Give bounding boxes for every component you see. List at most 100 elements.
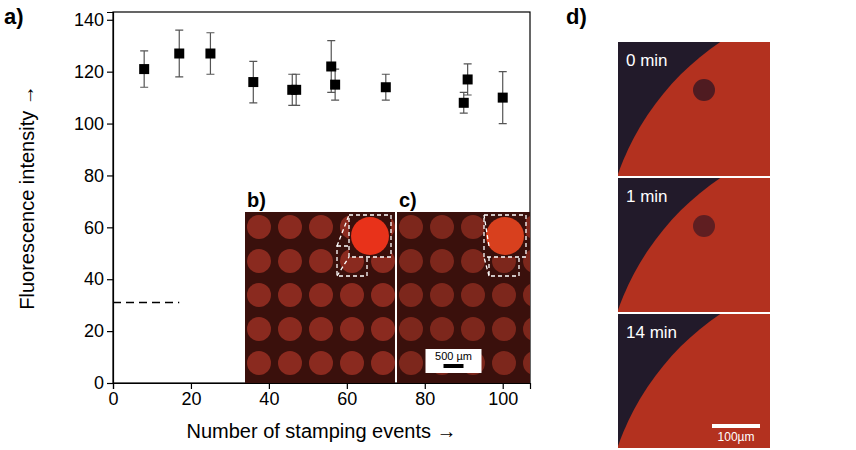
data-point bbox=[498, 93, 508, 103]
tick-label: 100 bbox=[74, 114, 104, 134]
tick-label: 40 bbox=[259, 389, 279, 409]
error-bar bbox=[206, 33, 214, 75]
tick-label: 0 bbox=[108, 389, 118, 409]
spot bbox=[399, 283, 423, 307]
spot bbox=[461, 215, 485, 239]
spot bbox=[523, 351, 530, 375]
droplet bbox=[618, 42, 770, 176]
tick-label: 100 bbox=[488, 389, 518, 409]
spot bbox=[247, 249, 271, 273]
error-bar bbox=[249, 61, 257, 103]
bleach-spot bbox=[693, 215, 715, 237]
spot bbox=[309, 317, 333, 341]
tick-label: 20 bbox=[181, 389, 201, 409]
tick: 40 bbox=[259, 383, 279, 409]
y-axis-title: Fluorescence intensity → bbox=[16, 85, 38, 310]
error-bar bbox=[464, 64, 472, 95]
spot bbox=[371, 283, 395, 307]
micrograph bbox=[618, 314, 770, 448]
tick: 40 bbox=[84, 269, 113, 289]
spot bbox=[309, 351, 333, 375]
zoom-box bbox=[349, 215, 391, 257]
scale-bar bbox=[712, 424, 760, 428]
spot bbox=[492, 283, 516, 307]
tick: 140 bbox=[74, 10, 113, 30]
panel-label: c) bbox=[399, 189, 417, 211]
data-point bbox=[248, 77, 258, 87]
tick-mark bbox=[107, 383, 113, 384]
data-point bbox=[459, 98, 469, 108]
data-point bbox=[205, 49, 215, 59]
spot bbox=[247, 317, 271, 341]
panel-label: b) bbox=[247, 189, 266, 211]
spot bbox=[430, 283, 454, 307]
spot bbox=[461, 249, 485, 273]
tick: 0 bbox=[108, 383, 118, 409]
spot bbox=[309, 283, 333, 307]
spot bbox=[340, 351, 364, 375]
inset-background bbox=[397, 212, 530, 383]
tick: 80 bbox=[84, 166, 113, 186]
spot bbox=[523, 317, 530, 341]
error-bar bbox=[382, 74, 390, 100]
tick-label: 20 bbox=[84, 321, 104, 341]
spot bbox=[399, 317, 423, 341]
tick-label: 40 bbox=[84, 269, 104, 289]
inset-image bbox=[245, 212, 395, 383]
spot bbox=[309, 215, 333, 239]
tick-mark bbox=[107, 331, 113, 332]
tick-mark bbox=[107, 20, 113, 21]
data-point bbox=[291, 85, 301, 95]
data-point bbox=[326, 61, 336, 71]
spot bbox=[430, 249, 454, 273]
droplet bbox=[618, 314, 770, 448]
data-point bbox=[330, 80, 340, 90]
tick-label: 140 bbox=[74, 10, 104, 30]
inset-image bbox=[397, 212, 530, 383]
spot bbox=[309, 249, 333, 273]
scale-bar bbox=[444, 364, 464, 368]
reference-line bbox=[113, 302, 179, 304]
x-axis-title: Number of stamping events → bbox=[186, 420, 456, 442]
micrograph bbox=[618, 178, 770, 312]
tick-mark bbox=[107, 227, 113, 228]
tick-label: 0 bbox=[94, 373, 104, 393]
tick: 60 bbox=[337, 383, 357, 409]
tick: 100 bbox=[488, 383, 518, 409]
time-label: 0 min bbox=[626, 51, 668, 70]
micrograph bbox=[618, 42, 770, 176]
axis-line bbox=[114, 384, 531, 390]
panel-label: d) bbox=[566, 4, 587, 29]
tick: 60 bbox=[84, 218, 113, 238]
spot bbox=[247, 283, 271, 307]
spot bbox=[340, 283, 364, 307]
spot bbox=[278, 351, 302, 375]
error-bar bbox=[331, 69, 339, 100]
tick-label: 60 bbox=[337, 389, 357, 409]
zoom-lines bbox=[337, 215, 349, 276]
tick-mark bbox=[107, 72, 113, 73]
tick: 20 bbox=[181, 383, 201, 409]
tick-mark bbox=[107, 175, 113, 176]
data-point bbox=[139, 64, 149, 74]
spot bbox=[340, 317, 364, 341]
data-point bbox=[463, 74, 473, 84]
spot bbox=[278, 215, 302, 239]
figure: 020406080100020406080100120140Number of … bbox=[0, 0, 856, 450]
tick-mark bbox=[107, 279, 113, 280]
spot bbox=[247, 351, 271, 375]
spot bbox=[430, 215, 454, 239]
x-axis: 020406080100 bbox=[108, 383, 530, 409]
spot bbox=[492, 351, 516, 375]
zoom-spot bbox=[351, 217, 389, 255]
error-bar bbox=[292, 74, 300, 105]
spot bbox=[399, 351, 423, 375]
spot bbox=[399, 215, 423, 239]
bleach-spot bbox=[693, 79, 715, 101]
tick: 100 bbox=[74, 114, 113, 134]
spot bbox=[278, 283, 302, 307]
spot bbox=[461, 283, 485, 307]
spot bbox=[371, 351, 395, 375]
spot bbox=[278, 249, 302, 273]
tick-label: 60 bbox=[84, 218, 104, 238]
